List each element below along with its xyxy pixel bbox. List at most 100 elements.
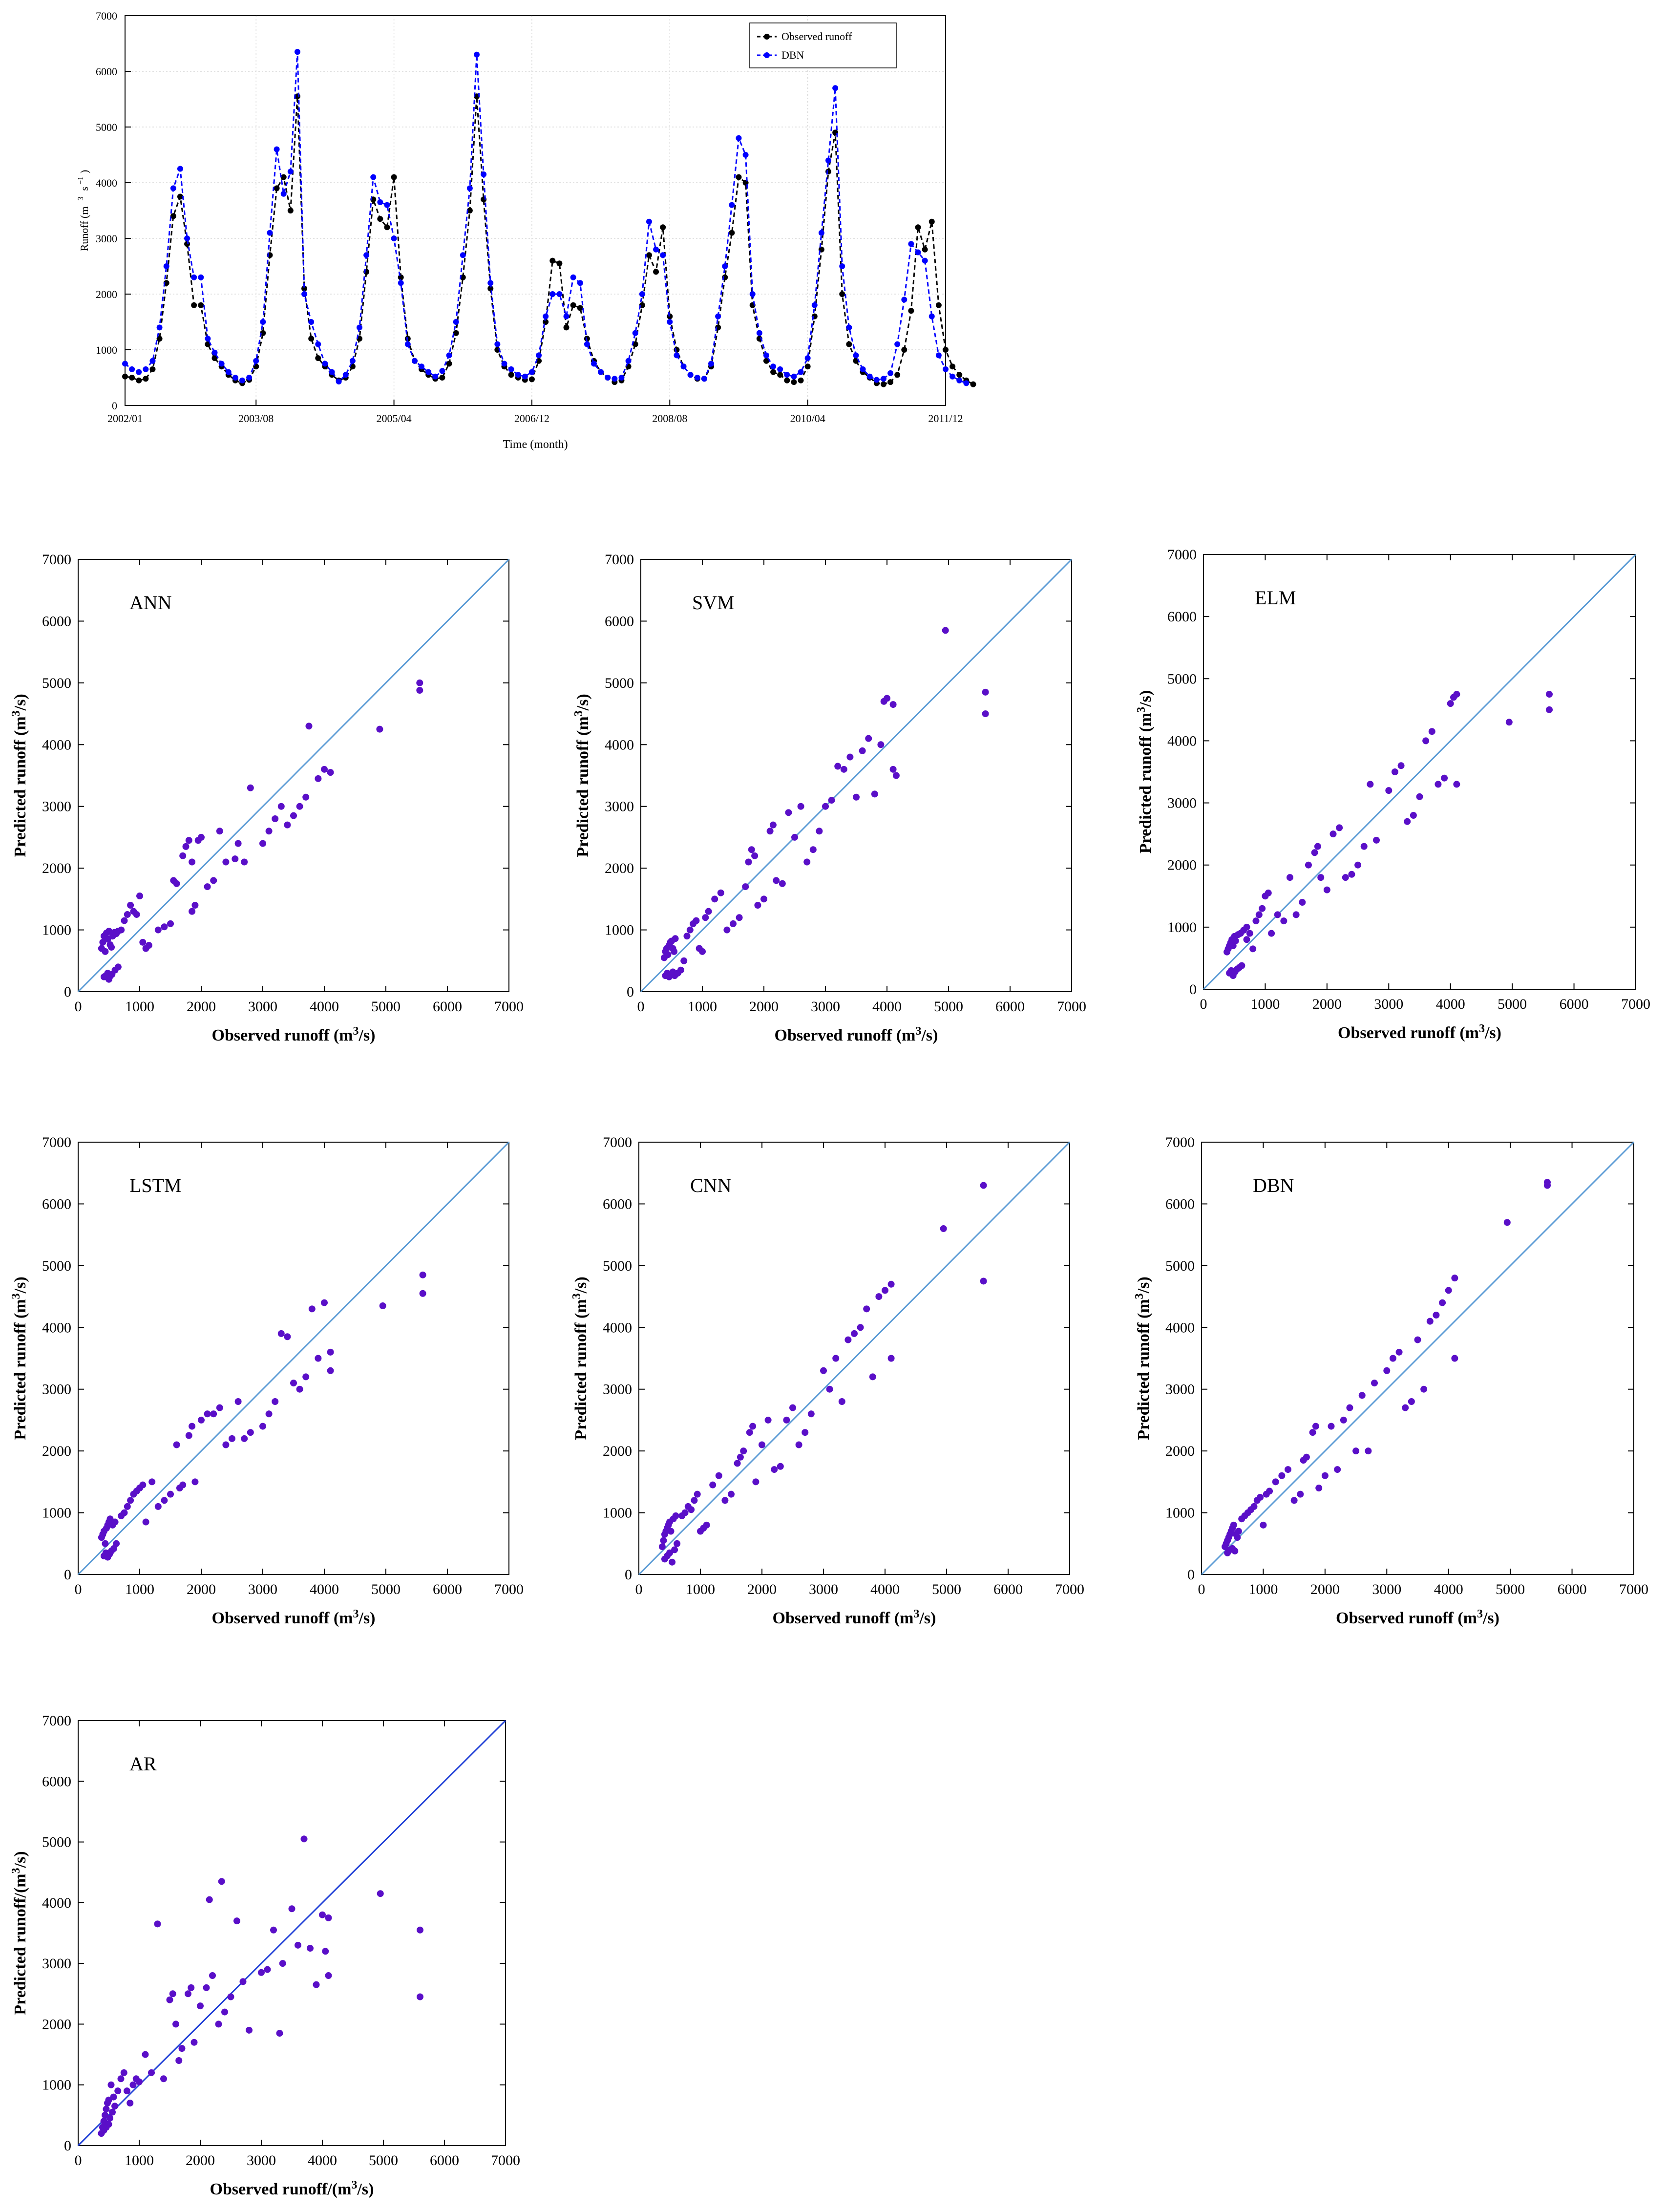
x-axis-label: Observed runoff (m3/s) [212,1608,376,1627]
scatter-point [771,1466,778,1473]
scatter-point [127,1497,134,1504]
data-point-observed [149,366,156,372]
scatter-point [677,966,684,974]
data-point-observed [170,213,176,219]
scatter-point [227,1993,234,2000]
data-point-dbn [680,363,687,370]
scatter-point [139,1481,147,1489]
scatter-point [688,1506,695,1513]
data-point-dbn [177,166,183,172]
scatter-point [246,2026,253,2034]
tick-label-x: 4000 [310,1581,339,1597]
scatter-point [766,828,774,835]
tick-label-y: 3000 [42,1956,71,1972]
data-point-dbn [501,361,507,367]
scatter-point [103,2124,110,2131]
x-label-close: /s) [1484,1024,1501,1042]
data-point-dbn [211,349,218,356]
data-point-dbn [398,280,404,286]
scatter-point [1230,1521,1237,1529]
scatter-point [1278,1472,1286,1479]
scatter-point [148,1478,156,1486]
scatter-point [980,1182,987,1189]
data-point-dbn [674,352,680,359]
tick-label-x: 2010/04 [790,412,825,425]
tick-label-x: 6000 [993,1581,1023,1597]
scatter-point [139,938,147,946]
data-point-dbn [432,373,439,380]
data-point-dbn [136,369,142,375]
scatter-point [1383,1367,1391,1374]
tick-label-y: 7000 [42,1134,71,1150]
tick-label-y: 7000 [42,552,71,568]
legend-marker-observed [764,34,770,40]
scatter-point [769,821,777,829]
data-point-observed [943,347,949,353]
scatter-point [723,926,731,934]
scatter-point [106,2115,113,2122]
scatter-point [882,1287,888,1294]
data-point-dbn [225,369,232,375]
data-point-dbn [143,366,149,372]
data-point-dbn [612,376,618,382]
scatter-point [1404,818,1411,825]
x-label-sup: 3 [353,1608,359,1620]
data-point-observed [660,224,666,231]
scatter-point [1243,936,1250,943]
scatter-point [884,695,890,702]
scatter-point [834,763,842,770]
data-point-dbn [722,263,728,269]
scatter-point [265,828,273,835]
scatter-point [887,1280,895,1288]
data-point-observed [736,174,742,180]
scatter-point [233,1917,240,1925]
data-point-observed [570,302,576,308]
axis-ticks: 00 1000 1000 2000 2000 3000 3000 4000 4000 5000 50… [42,552,524,1015]
data-point-dbn [660,252,666,258]
scatter-point [1447,700,1454,707]
tick-label-x: 5000 [369,2152,398,2169]
data-point-observed [646,252,652,258]
tick-label-y: 4000 [1167,733,1197,749]
tick-label-y: 2000 [603,1443,632,1459]
tick-label-x: 2000 [187,1581,216,1597]
data-point-observed [798,377,804,383]
tick-label-y: 5000 [603,1258,632,1274]
tick-label-y: 0 [64,1567,71,1583]
scatter-point [376,725,383,733]
tick-label-x: 1000 [125,999,154,1015]
legend-box [749,22,897,68]
data-point-dbn [308,319,315,325]
tick-label-y: 2000 [1167,857,1197,873]
scatter-point [1453,781,1460,788]
scatter-point [693,917,700,924]
tick-label-x: 2000 [186,2152,215,2169]
x-axis-label: Observed runoff/(m3/s) [210,2179,374,2198]
x-label-sup: 3 [915,1025,921,1038]
reference-line-y-equals-x [77,558,510,993]
data-point-observed [377,216,383,222]
data-point-observed [143,376,149,382]
scatter-points [658,1182,987,1566]
tick-label-y: 1000 [42,1505,71,1521]
data-point-dbn [784,372,790,378]
tick-label-y: 2000 [96,288,117,300]
tick-label-x: 2006/12 [514,412,549,425]
tick-label-x: 6000 [430,2152,459,2169]
y-label-sup: 3 [10,710,22,716]
y-label-main: Runoff (m [78,207,90,252]
scatter-point [1280,917,1287,925]
y-axis-label: Predicted runoff (m3/s) [570,1276,590,1440]
scatter-point [179,1481,187,1489]
scatter-point [745,858,752,866]
scatter-point [1410,812,1417,819]
scatter-point [198,833,205,841]
tick-label-y: 7000 [1165,1134,1195,1150]
tick-label-x: 7000 [1055,1581,1084,1597]
data-point-observed [280,174,287,180]
scatter-point [751,852,759,859]
y-label-main: Predicted runoff (m [574,716,592,857]
data-point-observed [901,347,907,353]
scatter-point [106,1515,114,1523]
